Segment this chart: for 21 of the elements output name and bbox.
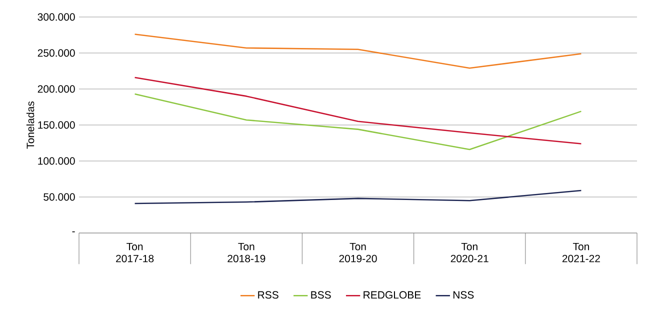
legend-label: RSS (258, 291, 278, 299)
x-tick-label: Ton 2020-21 (450, 242, 488, 262)
y-tick-label: 200.000 (38, 85, 75, 93)
line-series (134, 76, 582, 144)
y-tick-label: 100.000 (38, 157, 75, 165)
legend-label: NSS (453, 291, 474, 299)
legend-label: BSS (311, 291, 331, 299)
x-tick-label: Ton 2018-19 (228, 242, 266, 262)
line-series (134, 190, 582, 204)
y-axis-title: Toneladas (26, 101, 34, 149)
x-tick-label: Ton 2019-20 (339, 242, 377, 262)
y-tick-label: 250.000 (38, 49, 75, 57)
legend-label: REDGLOBE (364, 291, 421, 299)
y-tick-label: 50.000 (44, 193, 75, 201)
x-tick-label: Ton 2017-18 (116, 242, 154, 262)
y-tick-label: 300.000 (38, 13, 75, 21)
y-tick-label: - (72, 231, 75, 232)
x-tick-label: Ton 2021-22 (562, 242, 600, 262)
y-tick-label: 150.000 (38, 121, 75, 129)
line-series (134, 34, 582, 69)
line-series (134, 93, 582, 150)
